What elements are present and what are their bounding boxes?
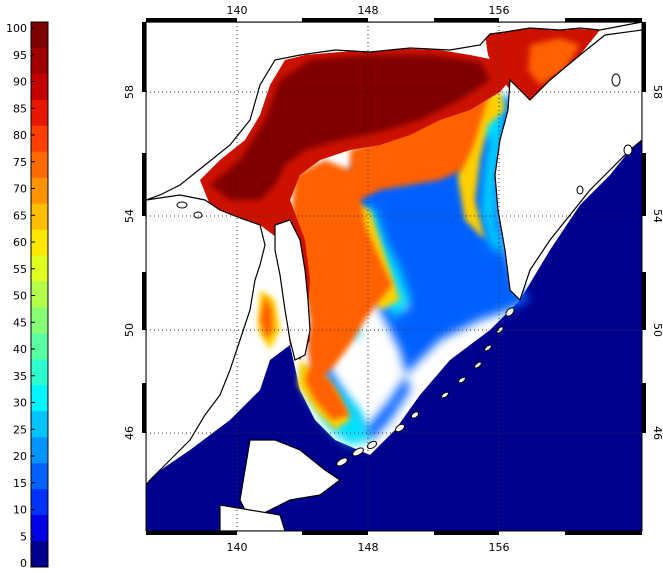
colorbar-label: 10 <box>13 504 27 517</box>
colorbar-block <box>31 125 48 153</box>
lon-label-bottom-156: 156 <box>489 541 510 554</box>
colorbar-label: 35 <box>13 370 27 383</box>
colorbar-block <box>31 359 48 386</box>
colorbar-block <box>31 437 48 464</box>
colorbar-label: 45 <box>13 316 27 329</box>
colorbar-label: 100 <box>6 22 27 35</box>
graticule <box>146 22 642 531</box>
ice-orange-patch-northeast <box>528 38 580 85</box>
lon-label-bottom-140: 140 <box>227 541 248 554</box>
lat-label-left-50: 50 <box>123 323 136 337</box>
colorbar-block <box>31 463 48 490</box>
colorbar-label: 60 <box>13 236 27 249</box>
colorbar-label: 65 <box>13 209 27 222</box>
land-sakhalin <box>274 219 311 361</box>
colorbar-label: 0 <box>20 557 27 570</box>
colorbar-labels: 1009590858075706560555045403530252015105… <box>6 22 35 570</box>
ice-low-concentration <box>258 90 505 430</box>
colorbar-block <box>31 333 48 360</box>
colorbar-block <box>31 385 48 412</box>
land-hokkaido <box>239 439 342 521</box>
colorbar-label: 70 <box>13 183 27 196</box>
colorbar-block <box>31 47 48 75</box>
ice-mid-concentration <box>260 92 490 420</box>
lon-label-top-148: 148 <box>358 4 379 17</box>
colorbar-label: 85 <box>13 102 27 115</box>
lat-label-right-54: 54 <box>651 209 663 223</box>
colorbar-label: 95 <box>13 49 27 62</box>
colorbar-label: 25 <box>13 423 27 436</box>
colorbar-block <box>31 177 48 205</box>
colorbar-block <box>31 255 48 283</box>
colorbar-block <box>31 281 48 308</box>
colorbar-label: 20 <box>13 450 27 463</box>
colorbar-frame <box>30 21 49 568</box>
colorbar-label: 30 <box>13 397 27 410</box>
lon-label-bottom-148: 148 <box>358 541 379 554</box>
lat-label-right-58: 58 <box>651 85 663 99</box>
colorbar-label: 90 <box>13 76 27 89</box>
colorbar-block <box>31 151 48 179</box>
land-asia-southwest <box>146 194 266 486</box>
lon-label-top-140: 140 <box>227 4 248 17</box>
colorbar-label: 50 <box>13 290 27 303</box>
colorbar-block <box>31 229 48 257</box>
colorbar-label: 5 <box>20 530 27 543</box>
sea-ice-map: 140 148 156 140 148 156 58 54 50 46 58 5… <box>123 4 663 554</box>
colorbar-block <box>31 99 48 127</box>
colorbar-block <box>31 22 48 49</box>
colorbar-label: 40 <box>13 343 27 356</box>
colorbar-label: 80 <box>13 129 27 142</box>
lon-label-top-156: 156 <box>489 4 510 17</box>
land-kamchatka <box>494 29 642 302</box>
lat-label-left-58: 58 <box>123 85 136 99</box>
colorbar-block <box>31 307 48 334</box>
colorbar-block <box>31 541 48 568</box>
lat-label-right-50: 50 <box>651 323 663 337</box>
map-frame-border <box>142 18 646 535</box>
colorbar: 1009590858075706560555045403530252015105… <box>6 21 49 570</box>
colorbar-block <box>31 73 48 101</box>
colorbar-label: 15 <box>13 477 27 490</box>
colorbar-label: 75 <box>13 156 27 169</box>
colorbar-blocks <box>31 22 48 568</box>
colorbar-block <box>31 515 48 542</box>
colorbar-block <box>31 411 48 438</box>
lat-label-left-54: 54 <box>123 209 136 223</box>
land-honshu <box>219 504 286 531</box>
small-islands <box>176 73 633 219</box>
ice-maximum-concentration <box>210 55 490 200</box>
colorbar-label: 55 <box>13 263 27 276</box>
kuril-islands <box>336 307 515 467</box>
colorbar-block <box>31 489 48 516</box>
land-asia-mainland <box>146 22 642 201</box>
lat-label-right-46: 46 <box>651 426 663 440</box>
colorbar-block <box>31 203 48 231</box>
lat-label-left-46: 46 <box>123 426 136 440</box>
